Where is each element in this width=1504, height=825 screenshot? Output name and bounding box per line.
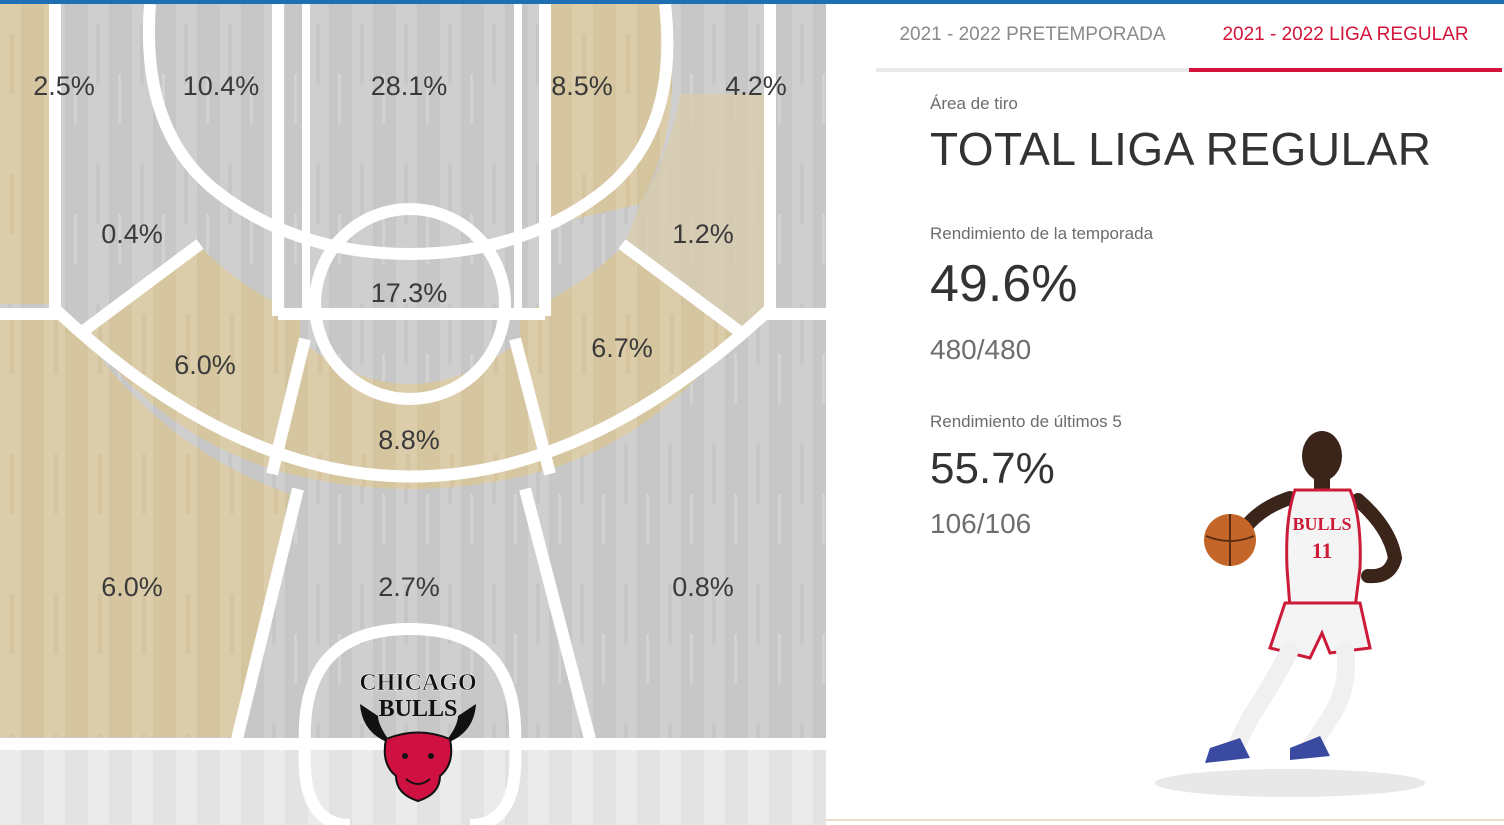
zone-label-left-corner: 2.5%: [33, 71, 95, 101]
zone-label-right-wing-top: 8.5%: [551, 71, 613, 101]
zone-label-left-mid: 0.4%: [101, 219, 163, 249]
shot-chart-court: 2.5% 10.4% 28.1% 8.5% 4.2% 0.4% 1.2% 17.…: [0, 4, 826, 825]
zone-left-corner[interactable]: [0, 4, 55, 304]
last5-label: Rendimiento de últimos 5: [930, 412, 1122, 431]
zone-label-left-three: 6.0%: [101, 572, 163, 602]
zone-label-right-three: 0.8%: [672, 572, 734, 602]
tab-pretemporada[interactable]: 2021 - 2022 PRETEMPORADA: [876, 4, 1189, 72]
jersey-text: BULLS: [1292, 514, 1351, 534]
zone-label-free-throw: 8.8%: [378, 425, 440, 455]
season-tabs: 2021 - 2022 PRETEMPORADA 2021 - 2022 LIG…: [876, 4, 1502, 72]
area-label: Área de tiro: [930, 94, 1018, 113]
player-image: BULLS 11: [1150, 418, 1440, 808]
last5-percentage: 55.7%: [930, 444, 1055, 493]
svg-text:CHICAGO: CHICAGO: [359, 670, 476, 696]
season-percentage: 49.6%: [930, 255, 1078, 313]
zone-label-top-key: 28.1%: [371, 71, 448, 101]
last5-fraction: 106/106: [930, 508, 1032, 539]
zone-label-left-wing-top: 10.4%: [183, 71, 260, 101]
zone-left-elbow[interactable]: [82, 244, 300, 469]
court-lines: [0, 4, 826, 825]
zone-label-left-elbow: 6.0%: [174, 350, 236, 380]
zone-label-top-three: 2.7%: [378, 572, 440, 602]
zone-free-throw[interactable]: [272, 344, 550, 489]
bull-head-icon: [360, 704, 476, 803]
bottom-divider: [826, 819, 1504, 821]
stats-panel: 2021 - 2022 PRETEMPORADA 2021 - 2022 LIG…: [826, 4, 1504, 825]
bulls-logo: CHICAGO BULLS: [359, 670, 477, 803]
page-title: TOTAL LIGA REGULAR: [930, 123, 1432, 175]
top-accent-bar: [0, 0, 1504, 4]
zone-label-right-mid: 1.2%: [672, 219, 734, 249]
jersey-number: 11: [1312, 538, 1333, 563]
zone-right-elbow[interactable]: [520, 244, 740, 469]
season-label: Rendimiento de la temporada: [930, 224, 1154, 243]
tab-liga-regular[interactable]: 2021 - 2022 LIGA REGULAR: [1189, 4, 1502, 72]
season-fraction: 480/480: [930, 334, 1032, 365]
zone-left-three[interactable]: [0, 314, 290, 737]
svg-text:BULLS: BULLS: [379, 696, 458, 722]
zone-right-wing-top[interactable]: [545, 4, 673, 226]
zone-label-right-elbow: 6.7%: [591, 333, 653, 363]
zone-label-right-corner: 4.2%: [725, 71, 787, 101]
zone-label-paint: 17.3%: [371, 278, 448, 308]
